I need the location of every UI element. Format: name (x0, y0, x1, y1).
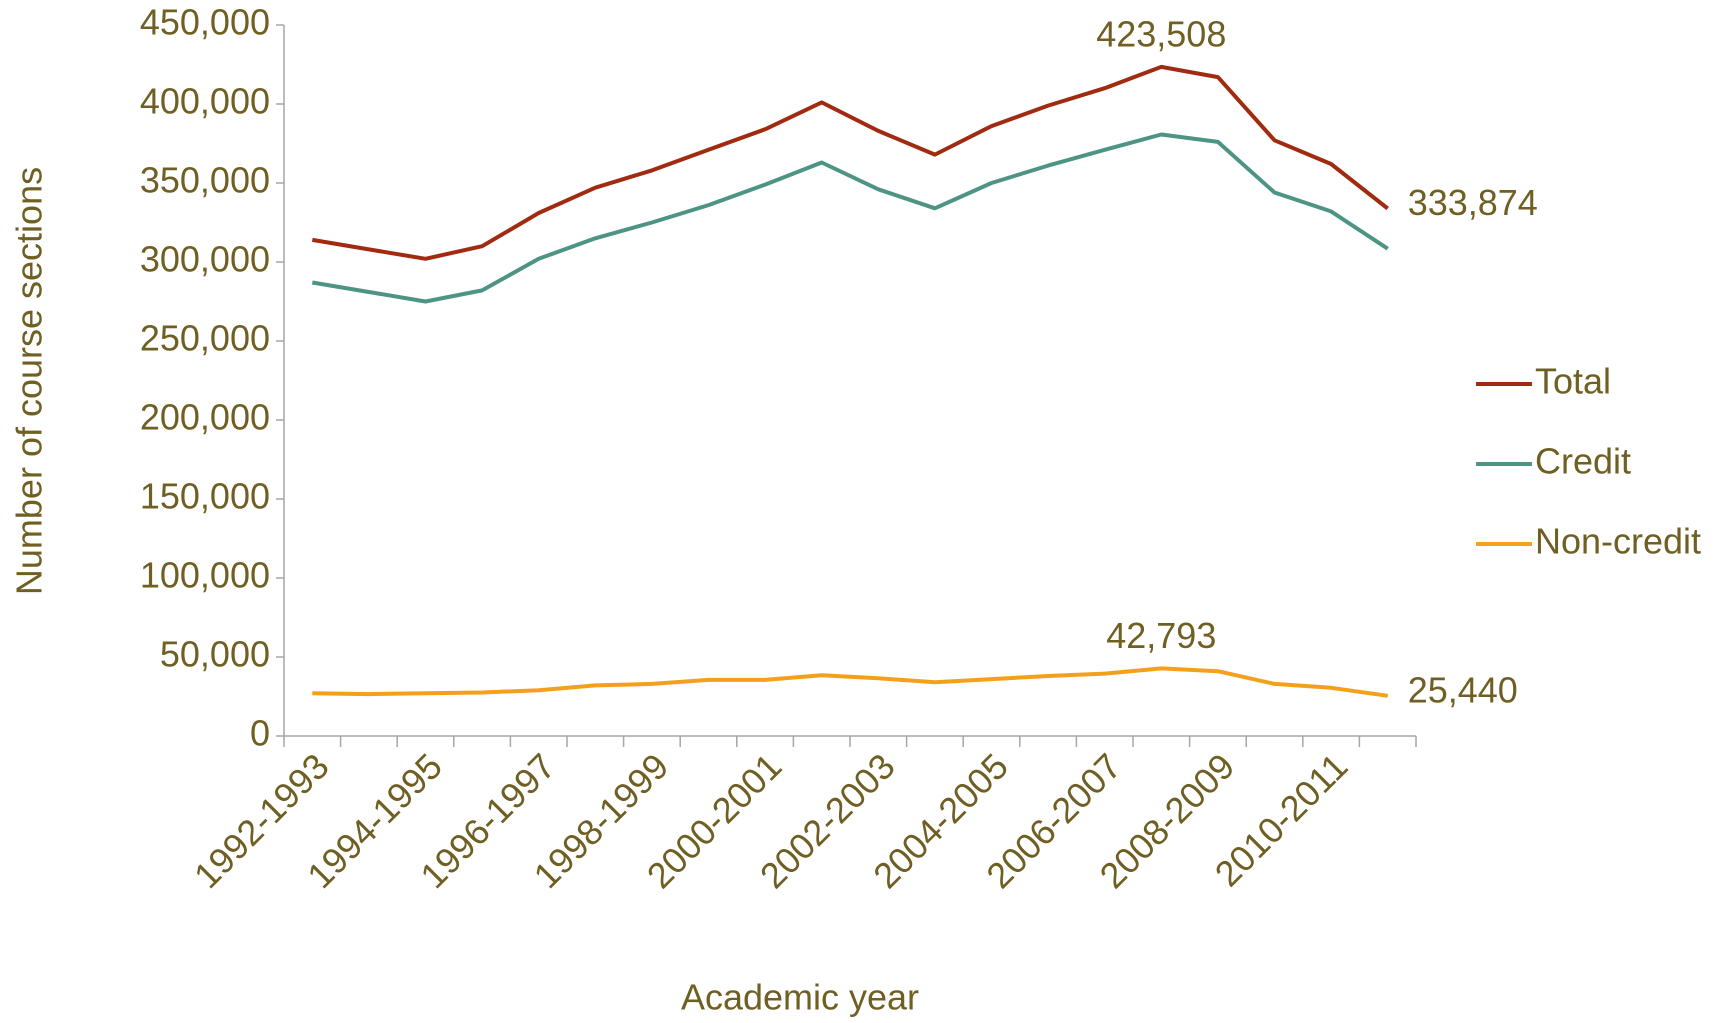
data-label: 25,440 (1408, 669, 1518, 710)
legend-label: Total (1535, 361, 1611, 402)
y-tick-label: 200,000 (140, 397, 270, 438)
y-tick-label: 100,000 (140, 555, 270, 596)
data-label: 423,508 (1096, 13, 1226, 54)
y-tick-label: 150,000 (140, 476, 270, 517)
legend-label: Credit (1535, 441, 1631, 482)
y-tick-label: 250,000 (140, 318, 270, 359)
y-tick-label: 450,000 (140, 2, 270, 43)
y-tick-label: 300,000 (140, 239, 270, 280)
legend-label: Non-credit (1535, 521, 1701, 562)
y-tick-label: 0 (250, 713, 270, 754)
series-line (312, 666, 1388, 698)
y-tick-label: 50,000 (160, 634, 270, 675)
y-axis-label: Number of course sections (9, 167, 50, 595)
series-line (311, 132, 1389, 304)
data-label: 42,793 (1106, 615, 1216, 656)
y-tick-label: 400,000 (140, 81, 270, 122)
y-tick-label: 350,000 (140, 160, 270, 201)
data-label: 333,874 (1408, 182, 1538, 223)
series-line (311, 64, 1389, 261)
x-axis-label: Academic year (681, 977, 919, 1018)
